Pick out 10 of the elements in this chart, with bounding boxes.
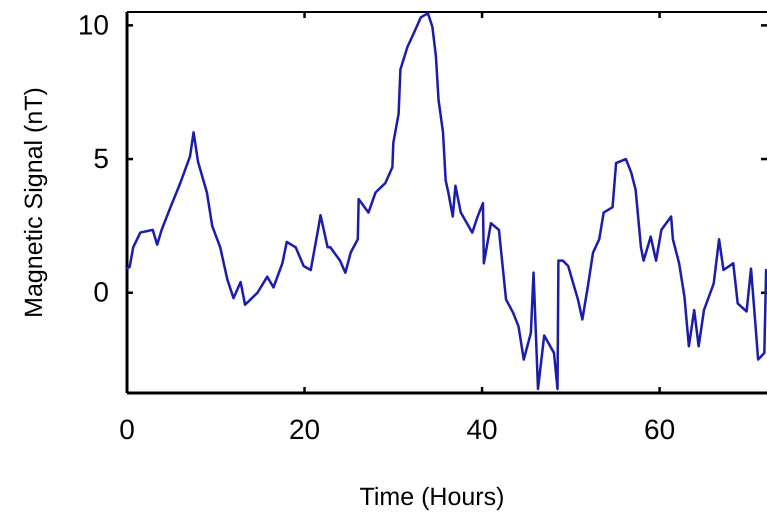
x-tick-label: 60 xyxy=(644,414,676,445)
x-tick-label: 0 xyxy=(119,414,135,445)
y-axis-title: Magnetic Signal (nT) xyxy=(20,87,48,318)
x-tick-label: 20 xyxy=(288,414,320,445)
y-tick-label: 10 xyxy=(78,9,109,40)
y-tick-label: 5 xyxy=(93,143,109,174)
x-tick-label: 40 xyxy=(466,414,498,445)
y-tick-label: 0 xyxy=(93,276,109,308)
line-series xyxy=(126,12,767,390)
x-axis-title: Time (Hours) xyxy=(360,483,504,511)
